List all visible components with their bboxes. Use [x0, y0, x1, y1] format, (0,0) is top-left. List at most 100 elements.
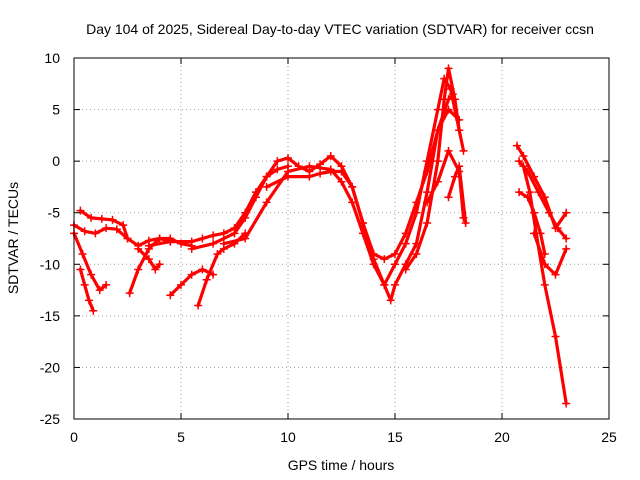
data-point [551, 270, 560, 279]
data-point [87, 270, 96, 279]
data-point [515, 188, 524, 197]
data-point [562, 244, 571, 253]
data-point [209, 231, 218, 240]
data-point [273, 165, 282, 174]
data-point [262, 198, 271, 207]
x-tick-label: 0 [70, 429, 78, 445]
y-tick-label: 0 [52, 153, 60, 169]
data-point [551, 332, 560, 341]
series-line [72, 223, 172, 248]
y-axis-label: SDTVAR / TECUs [5, 182, 21, 294]
data-point [134, 244, 143, 253]
data-point [262, 172, 271, 181]
data-point [155, 234, 164, 243]
series-track-2 [70, 229, 111, 295]
data-point [144, 241, 153, 250]
data-point [273, 157, 282, 166]
data-point [89, 306, 98, 315]
series-track-13 [401, 64, 464, 274]
y-tick-label: 5 [52, 102, 60, 118]
data-point [540, 280, 549, 289]
series-line [517, 159, 568, 241]
data-point [119, 221, 128, 230]
data-point [125, 289, 134, 298]
data-point [459, 146, 468, 155]
data-point [219, 229, 228, 238]
data-point [391, 280, 399, 289]
data-point [102, 224, 111, 233]
series-track-6 [134, 244, 164, 274]
series-line [404, 66, 461, 271]
x-tick-label: 10 [280, 429, 296, 445]
data-point [512, 141, 521, 150]
data-point [213, 249, 222, 258]
data-point [391, 260, 399, 269]
data-point [316, 169, 325, 178]
data-point [423, 219, 432, 228]
data-point [534, 188, 543, 197]
series-track-20 [530, 229, 571, 279]
data-point [78, 249, 87, 258]
data-point [76, 206, 85, 215]
data-point [123, 234, 132, 243]
series-track-17 [515, 157, 571, 243]
data-point [112, 225, 121, 234]
x-tick-label: 5 [177, 429, 185, 445]
data-point [515, 157, 524, 166]
data-point [87, 213, 96, 222]
data-point [284, 154, 292, 163]
data-point [284, 172, 292, 181]
data-point [97, 214, 106, 223]
y-tick-label: 10 [44, 50, 60, 66]
data-point [433, 177, 442, 186]
data-point [562, 208, 571, 217]
data-point [433, 157, 442, 166]
data-point [348, 182, 357, 191]
data-point [455, 162, 464, 171]
data-point [102, 280, 111, 289]
plot-series [70, 64, 571, 408]
data-point [553, 224, 562, 233]
data-point [219, 239, 228, 248]
y-tick-label: -5 [48, 205, 61, 221]
data-point [423, 198, 432, 207]
data-point [519, 151, 528, 160]
y-tick-label: -10 [40, 256, 60, 272]
data-point [444, 193, 453, 202]
data-point [562, 234, 571, 243]
data-point [108, 215, 117, 224]
x-axis-label: GPS time / hours [288, 457, 395, 473]
data-point [412, 249, 421, 258]
data-point [166, 237, 175, 246]
y-tick-label: -15 [40, 308, 60, 324]
chart-title: Day 104 of 2025, Sidereal Day-to-day VTE… [86, 21, 594, 37]
data-point [326, 151, 335, 160]
series-track-4 [76, 206, 132, 243]
data-point [76, 265, 85, 274]
data-point [187, 270, 196, 279]
data-point [380, 255, 389, 264]
data-point [525, 188, 534, 197]
data-point [194, 301, 203, 310]
data-point [198, 265, 207, 274]
data-point [230, 229, 239, 238]
data-point [155, 260, 164, 269]
data-point [412, 208, 421, 217]
data-point [209, 239, 218, 248]
y-tick-label: -20 [40, 359, 60, 375]
data-point [262, 182, 271, 191]
data-point [166, 291, 175, 300]
data-point [305, 172, 314, 181]
data-point [337, 167, 346, 176]
data-point [401, 265, 410, 274]
x-tick-label: 15 [387, 429, 403, 445]
data-point [84, 296, 93, 305]
data-point [380, 280, 389, 289]
series-track-7 [166, 265, 218, 300]
data-point [540, 260, 549, 269]
data-point [545, 208, 554, 217]
data-point [433, 105, 442, 114]
series-line [532, 231, 568, 277]
data-point [251, 193, 260, 202]
